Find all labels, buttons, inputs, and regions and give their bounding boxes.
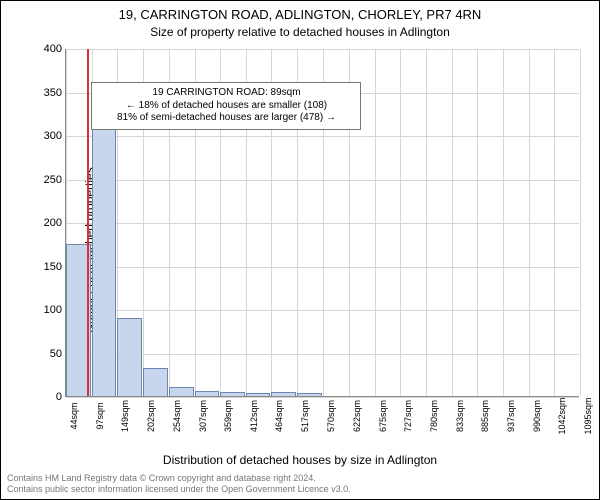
gridline-h [66,397,579,398]
x-tick-label: 622sqm [352,400,362,432]
histogram-bar [92,129,116,396]
x-axis-label: Distribution of detached houses by size … [1,453,599,467]
y-tick-label: 50 [50,348,62,360]
x-tick-label: 990sqm [532,400,542,432]
x-tick-label: 359sqm [223,400,233,432]
y-tick-label: 300 [44,130,62,142]
histogram-bar [297,393,322,396]
histogram-bar [169,387,194,396]
gridline-v [426,49,427,396]
histogram-bar [195,391,219,396]
footer-attribution: Contains HM Land Registry data © Crown c… [7,473,593,495]
chart-title-line2: Size of property relative to detached ho… [1,25,599,39]
x-tick-label: 1095sqm [583,397,593,434]
gridline-v [529,49,530,396]
x-tick-label: 464sqm [274,400,284,432]
x-tick-label: 254sqm [172,400,182,432]
histogram-bar [143,368,167,396]
y-tick-label: 200 [44,217,62,229]
x-tick-label: 885sqm [480,400,490,432]
y-tick-label: 250 [44,174,62,186]
x-tick-label: 570sqm [326,400,336,432]
x-tick-label: 97sqm [95,402,105,429]
x-tick-label: 780sqm [429,400,439,432]
gridline-v [452,49,453,396]
x-tick-label: 727sqm [403,400,413,432]
y-tick-label: 0 [56,391,62,403]
annotation-line: ← 18% of detached houses are smaller (10… [98,100,354,113]
x-tick-label: 412sqm [249,400,259,432]
gridline-v [580,49,581,396]
annotation-line: 19 CARRINGTON ROAD: 89sqm [98,87,354,100]
x-tick-label: 202sqm [146,400,156,432]
x-tick-label: 44sqm [69,402,79,429]
reference-line [87,49,89,396]
histogram-bar [117,318,142,396]
x-tick-label: 149sqm [120,400,130,432]
gridline-v [554,49,555,396]
x-tick-label: 675sqm [378,400,388,432]
y-tick-label: 400 [44,43,62,55]
annotation-box: 19 CARRINGTON ROAD: 89sqm← 18% of detach… [91,82,361,130]
y-tick-label: 100 [44,304,62,316]
footer-line1: Contains HM Land Registry data © Crown c… [7,473,593,484]
histogram-bar [220,392,245,396]
y-tick-label: 350 [44,87,62,99]
gridline-v [375,49,376,396]
chart-title-line1: 19, CARRINGTON ROAD, ADLINGTON, CHORLEY,… [1,7,599,22]
x-tick-label: 833sqm [455,400,465,432]
x-tick-label: 307sqm [198,400,208,432]
x-tick-label: 937sqm [506,400,516,432]
gridline-v [503,49,504,396]
footer-line2: Contains public sector information licen… [7,484,593,495]
annotation-line: 81% of semi-detached houses are larger (… [98,112,354,125]
gridline-v [400,49,401,396]
gridline-v [477,49,478,396]
x-tick-label: 1042sqm [557,397,567,434]
y-tick-label: 150 [44,261,62,273]
histogram-bar [246,393,270,396]
x-tick-label: 517sqm [300,400,310,432]
plot-area: 05010015020025030035040044sqm97sqm149sqm… [65,49,579,397]
histogram-bar [271,392,296,396]
